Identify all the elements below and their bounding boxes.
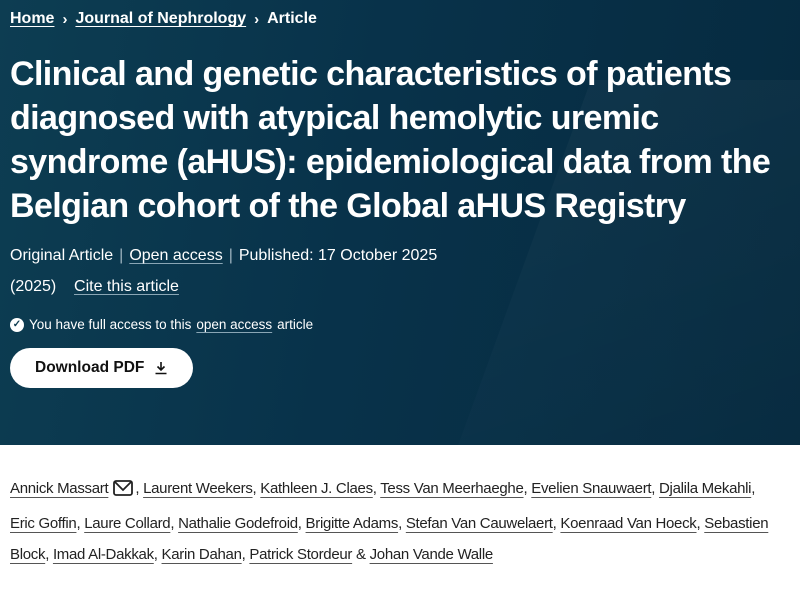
access-suffix: article <box>277 317 314 332</box>
author-link[interactable]: Johan Vande Walle <box>369 546 494 563</box>
access-prefix: You have full access to this <box>29 317 192 332</box>
author-link[interactable]: Laurent Weekers <box>143 480 253 497</box>
author-list: Annick Massart, Laurent Weekers, Kathlee… <box>0 445 780 571</box>
check-circle-icon: ✓ <box>10 317 24 332</box>
author-link[interactable]: Koenraad Van Hoeck <box>560 514 697 532</box>
divider: | <box>119 247 124 264</box>
breadcrumb-current: Article <box>267 10 317 27</box>
author-link[interactable]: Sebastien Block <box>10 514 769 564</box>
breadcrumb: Home › Journal of Nephrology › Article <box>10 8 790 30</box>
access-notice: ✓ You have full access to this open acce… <box>10 317 790 332</box>
author-link[interactable]: Laure Collard <box>84 514 171 532</box>
author-link[interactable]: Annick Massart <box>10 480 109 497</box>
author-link[interactable]: Nathalie Godefroid <box>178 514 298 532</box>
author-link[interactable]: Patrick Stordeur <box>249 546 353 563</box>
article-meta: Original Article | Open access | Published: … <box>10 240 790 302</box>
chevron-right-icon: › <box>254 10 260 28</box>
author-link[interactable]: Eric Goffin <box>10 514 77 532</box>
open-access-info-link[interactable]: open access <box>196 317 273 332</box>
download-icon <box>155 362 167 375</box>
breadcrumb-journal[interactable]: Journal of Nephrology <box>75 10 247 27</box>
cite-article-link[interactable]: Cite this article <box>74 278 179 295</box>
article-header: Home › Journal of Nephrology › Article C… <box>0 0 800 445</box>
author-link[interactable]: Kathleen J. Claes <box>260 480 373 497</box>
author-link[interactable]: Brigitte Adams <box>305 514 399 532</box>
article-year: (2025) <box>10 278 57 295</box>
article-type: Original Article <box>10 247 114 264</box>
download-pdf-label: Download PDF <box>35 359 145 376</box>
open-access-link[interactable]: Open access <box>129 247 223 264</box>
published-date: Published: 17 October 2025 <box>238 247 438 264</box>
author-link[interactable]: Evelien Snauwaert <box>531 480 652 497</box>
divider: | <box>228 247 233 264</box>
author-link[interactable]: Djalila Mekahli <box>659 480 752 497</box>
breadcrumb-home[interactable]: Home <box>10 10 55 27</box>
author-link[interactable]: Tess Van Meerhaeghe <box>380 480 524 497</box>
author-link[interactable]: Karin Dahan <box>161 546 242 563</box>
email-icon[interactable] <box>113 476 134 508</box>
chevron-right-icon: › <box>62 10 68 28</box>
author-link[interactable]: Stefan Van Cauwelaert <box>405 514 553 532</box>
author-link[interactable]: Imad Al-Dakkak <box>52 546 154 563</box>
download-pdf-button[interactable]: Download PDF <box>10 348 194 388</box>
page-title: Clinical and genetic characteristics of … <box>10 55 771 225</box>
